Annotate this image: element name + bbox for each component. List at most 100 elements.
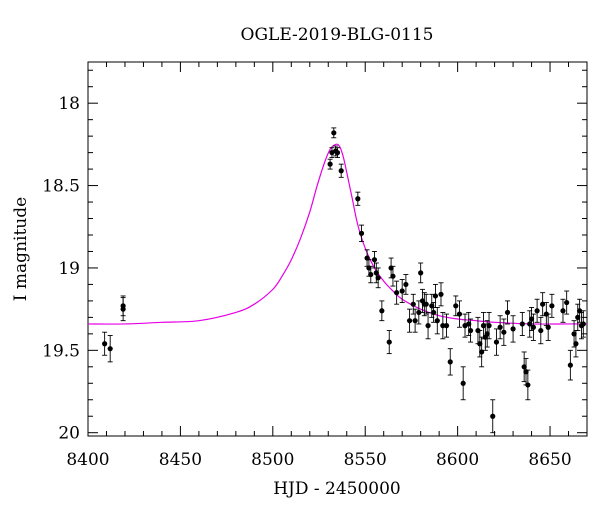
- marker: [440, 323, 446, 329]
- marker: [373, 270, 379, 276]
- data-point: [560, 298, 566, 323]
- data-point: [504, 300, 511, 325]
- data-point: [549, 293, 555, 318]
- data-point: [467, 318, 474, 343]
- data-point: [540, 292, 546, 317]
- y-tick-label: 18.5: [42, 177, 80, 197]
- data-point: [497, 315, 503, 340]
- data-point: [403, 274, 409, 295]
- y-tick-labels: 18 18.5 19 19.5 20: [42, 94, 80, 444]
- marker: [504, 309, 511, 316]
- model-curve-layer: [88, 143, 587, 325]
- marker: [493, 339, 500, 345]
- marker: [534, 308, 540, 314]
- data-point: [534, 298, 540, 323]
- marker: [418, 270, 424, 276]
- data-point: [453, 295, 459, 317]
- marker: [406, 318, 413, 324]
- marker: [497, 324, 503, 330]
- marker: [434, 318, 440, 324]
- marker: [423, 301, 429, 307]
- marker: [528, 316, 535, 322]
- marker: [510, 326, 516, 332]
- marker: [338, 168, 344, 174]
- data-point: [431, 302, 437, 323]
- data-point: [375, 267, 381, 289]
- marker: [486, 323, 492, 329]
- data-points-layer: [102, 127, 586, 434]
- marker: [120, 306, 126, 312]
- data-point: [501, 318, 507, 346]
- data-point: [538, 316, 544, 345]
- x-tick-label: 8500: [251, 450, 294, 470]
- model-curve: [88, 143, 587, 325]
- data-point: [412, 308, 418, 333]
- data-point: [545, 313, 551, 341]
- marker: [371, 257, 378, 263]
- marker: [545, 324, 551, 330]
- data-point: [416, 300, 422, 325]
- marker: [460, 380, 466, 386]
- y-axis-label: I magnitude: [11, 197, 31, 301]
- data-point: [102, 331, 108, 356]
- marker: [530, 324, 537, 330]
- y-tick-label: 20: [58, 424, 80, 444]
- marker: [379, 308, 385, 314]
- data-point: [399, 279, 405, 303]
- data-point: [368, 265, 374, 284]
- marker: [564, 299, 570, 306]
- marker: [501, 329, 507, 335]
- data-point: [379, 300, 385, 322]
- data-point: [527, 310, 533, 338]
- marker: [327, 161, 333, 167]
- data-point: [334, 147, 341, 159]
- marker: [431, 309, 437, 316]
- marker: [355, 196, 361, 202]
- marker: [447, 359, 453, 365]
- marker: [456, 311, 463, 317]
- marker: [560, 308, 566, 314]
- y-tick-label: 19.5: [42, 341, 80, 361]
- data-point: [425, 311, 431, 340]
- marker: [334, 150, 341, 156]
- data-point: [120, 297, 126, 322]
- data-point: [510, 315, 516, 343]
- data-point: [440, 311, 446, 340]
- marker: [368, 271, 374, 278]
- marker: [416, 309, 422, 316]
- marker: [484, 331, 490, 337]
- axis-ticks: [87, 62, 588, 436]
- data-point: [580, 310, 586, 338]
- marker: [386, 339, 392, 345]
- marker: [538, 327, 544, 334]
- data-point: [386, 330, 392, 355]
- marker: [438, 291, 444, 297]
- data-point: [394, 280, 400, 305]
- marker: [358, 230, 365, 236]
- marker: [575, 314, 581, 320]
- data-point: [373, 262, 379, 284]
- marker: [375, 275, 381, 281]
- data-point: [525, 369, 531, 401]
- y-tick-label: 19: [58, 259, 80, 279]
- marker: [412, 318, 418, 324]
- marker: [331, 130, 337, 136]
- x-tick-label: 8550: [344, 450, 387, 470]
- chart-title: OGLE-2019-BLG-0115: [241, 25, 434, 45]
- x-tick-label: 8400: [66, 450, 109, 470]
- x-tick-label: 8450: [159, 450, 202, 470]
- data-point: [443, 313, 450, 338]
- data-point: [456, 300, 463, 328]
- marker: [571, 331, 577, 337]
- x-tick-labels: 8400 8450 8500 8550 8600 8650: [66, 450, 571, 470]
- marker: [525, 382, 531, 388]
- data-point: [418, 262, 424, 284]
- marker: [527, 321, 533, 327]
- data-point: [410, 293, 416, 315]
- data-point: [447, 348, 453, 376]
- marker: [394, 290, 400, 296]
- data-point: [460, 366, 466, 401]
- marker: [477, 341, 483, 347]
- y-tick-label: 18: [58, 94, 80, 114]
